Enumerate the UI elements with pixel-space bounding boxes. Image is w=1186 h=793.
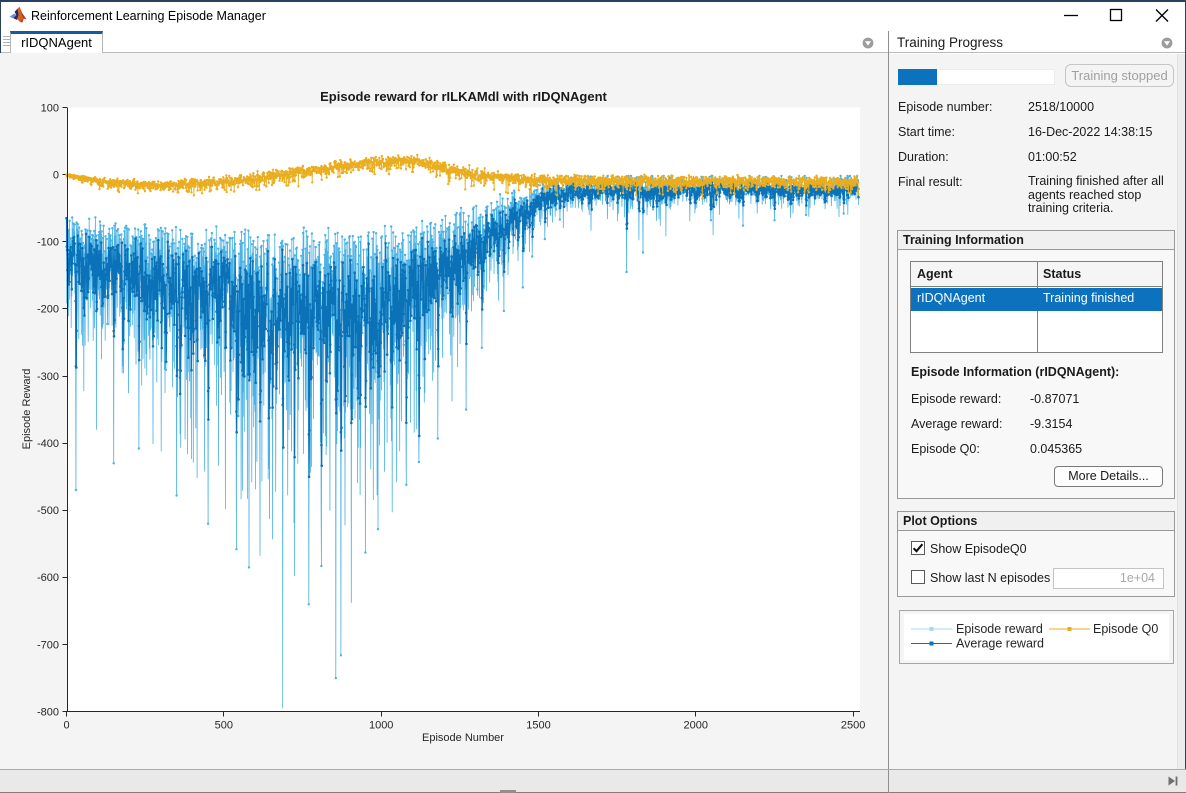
svg-text:2500: 2500 <box>841 719 865 731</box>
svg-text:-700: -700 <box>37 639 59 651</box>
svg-text:Episode Reward: Episode Reward <box>21 369 33 450</box>
svg-text:2000: 2000 <box>684 719 708 731</box>
svg-text:500: 500 <box>215 719 233 731</box>
svg-text:1500: 1500 <box>526 719 550 731</box>
svg-text:100: 100 <box>41 102 59 114</box>
svg-text:Episode Q0: Episode Q0 <box>1093 622 1158 636</box>
svg-text:-400: -400 <box>37 438 59 450</box>
svg-text:-600: -600 <box>37 572 59 584</box>
svg-text:-100: -100 <box>37 237 59 249</box>
svg-text:-500: -500 <box>37 505 59 517</box>
svg-text:0: 0 <box>63 719 69 731</box>
svg-text:0: 0 <box>53 169 59 181</box>
svg-text:-300: -300 <box>37 371 59 383</box>
svg-text:Episode Number: Episode Number <box>422 732 504 744</box>
svg-text:1000: 1000 <box>369 719 393 731</box>
svg-text:Episode reward for rILKAMdl wi: Episode reward for rILKAMdl with rIDQNAg… <box>320 89 607 104</box>
svg-text:-200: -200 <box>37 304 59 316</box>
svg-text:Episode reward: Episode reward <box>956 622 1043 636</box>
svg-text:Average reward: Average reward <box>956 637 1044 651</box>
svg-text:-800: -800 <box>37 707 59 719</box>
